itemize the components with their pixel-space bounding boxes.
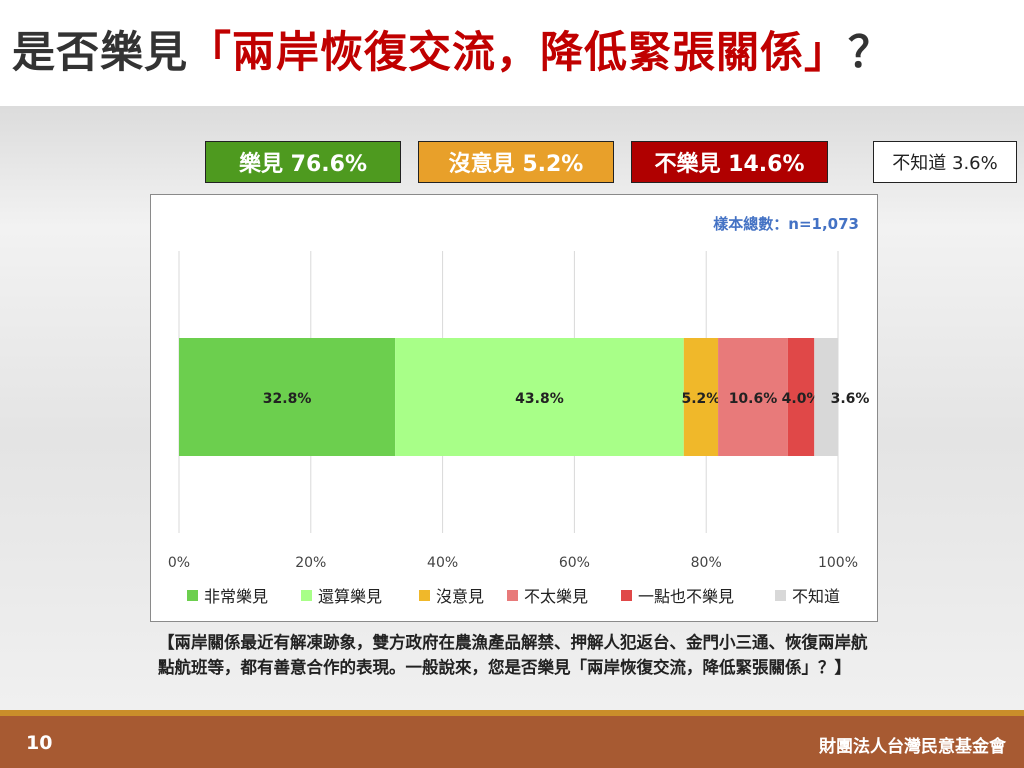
title-suffix: ？: [848, 28, 892, 78]
bar-segment: [179, 338, 396, 456]
legend-item: 一點也不樂見: [621, 583, 734, 607]
legend-label: 一點也不樂見: [638, 587, 735, 606]
page-number: 10: [26, 732, 53, 754]
survey-question: 【兩岸關係最近有解凍跡象，雙方政府在農漁產品解禁、押解人犯返台、金門小三通、恢復…: [158, 633, 868, 677]
title-highlight: 「兩岸恢復交流，降低緊張關係」: [188, 28, 848, 78]
legend-swatch: [621, 589, 632, 601]
summary-label-oppose: 不樂見 14.6%: [654, 152, 805, 177]
title-prefix: 是否樂見: [12, 28, 188, 78]
legend-label: 非常樂見: [204, 587, 269, 606]
legend-swatch: [301, 589, 312, 601]
organization-name: 財團法人台灣民意基金會: [819, 737, 1006, 757]
x-tick-label: 40%: [427, 555, 458, 571]
legend-item: 非常樂見: [187, 583, 268, 607]
sample-size-note: 樣本總數：n=1,073: [713, 215, 859, 233]
summary-label-unknown: 不知道 3.6%: [892, 153, 998, 174]
data-label: 32.8%: [263, 391, 312, 407]
data-label: 5.2%: [682, 391, 721, 407]
bar-segment: [787, 338, 815, 456]
data-label: 10.6%: [729, 391, 778, 407]
bar-segment: [718, 338, 788, 456]
data-label: 43.8%: [515, 391, 564, 407]
x-tick-label: 0%: [168, 555, 190, 571]
legend-item: 沒意見: [419, 583, 484, 607]
legend-swatch: [187, 589, 198, 601]
bar-segment: [395, 338, 684, 456]
legend-item: 不太樂見: [507, 583, 588, 607]
legend-item: 還算樂見: [301, 583, 382, 607]
legend-swatch: [775, 589, 786, 601]
x-tick-label: 20%: [295, 555, 326, 571]
legend-label: 不太樂見: [524, 587, 589, 606]
summary-box-support: 樂見 76.6%: [205, 141, 401, 183]
chart-legend: 非常樂見 還算樂見 沒意見 不太樂見 一點也不樂見 不知道: [151, 583, 877, 606]
bar-segment: [683, 338, 719, 456]
legend-label: 不知道: [792, 587, 841, 606]
stacked-bar-chart: 0% 20% 40% 60% 80% 100% 32.8% 43.8% 5.2% 10.6% 4.0…: [168, 251, 870, 571]
chart-panel: 樣本總數：n=1,073 0% 20% 40% 60% 80% 100% 32.8% 43.8…: [150, 194, 878, 622]
summary-label-support: 樂見 76.6%: [239, 152, 367, 177]
data-label: 3.6%: [831, 391, 870, 407]
legend-label: 還算樂見: [318, 587, 383, 606]
x-tick-label: 60%: [559, 555, 590, 571]
summary-box-oppose: 不樂見 14.6%: [631, 141, 828, 183]
footer-stripe: [0, 710, 1024, 716]
footer-bar: 10 財團法人台灣民意基金會: [0, 710, 1024, 768]
legend-item: 不知道: [775, 583, 840, 607]
summary-box-unknown: 不知道 3.6%: [873, 141, 1017, 183]
x-tick-label: 100%: [818, 555, 858, 571]
summary-box-neutral: 沒意見 5.2%: [418, 141, 614, 183]
summary-label-neutral: 沒意見 5.2%: [448, 152, 584, 177]
data-label: 4.0%: [782, 391, 821, 407]
x-tick-label: 80%: [691, 555, 722, 571]
legend-label: 沒意見: [436, 587, 485, 606]
bar-segment: [814, 338, 838, 456]
page-title: 是否樂見「兩岸恢復交流，降低緊張關係」？: [12, 18, 892, 90]
legend-swatch: [419, 589, 430, 601]
legend-swatch: [507, 589, 518, 601]
